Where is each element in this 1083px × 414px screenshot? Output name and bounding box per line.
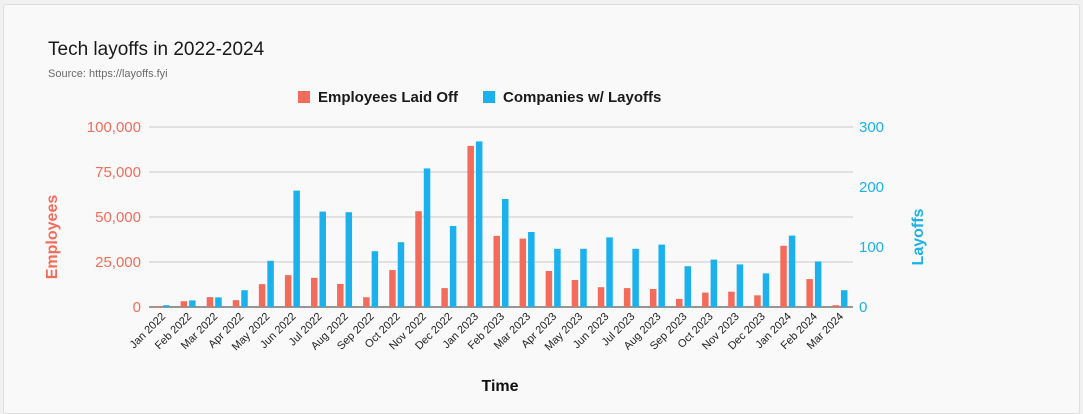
legend-label-employees: Employees Laid Off bbox=[318, 89, 459, 106]
bar-companies-with-layoffs bbox=[215, 297, 222, 307]
bars bbox=[154, 141, 848, 307]
bar-employees-laid-off bbox=[258, 284, 266, 307]
bar-companies-with-layoffs bbox=[449, 226, 457, 307]
bar-employees-laid-off bbox=[519, 238, 527, 307]
bar-companies-with-layoffs bbox=[788, 235, 796, 307]
bar-companies-with-layoffs bbox=[684, 266, 692, 307]
bar-companies-with-layoffs bbox=[293, 190, 300, 307]
bar-employees-laid-off bbox=[441, 288, 448, 307]
bar-companies-with-layoffs bbox=[423, 168, 431, 307]
bar-employees-laid-off bbox=[310, 277, 318, 307]
bar-companies-with-layoffs bbox=[345, 212, 353, 307]
bar-employees-laid-off bbox=[232, 300, 240, 307]
bar-companies-with-layoffs bbox=[762, 273, 770, 307]
bar-companies-with-layoffs bbox=[814, 261, 822, 307]
bar-employees-laid-off bbox=[545, 271, 553, 307]
x-axis-title: Time bbox=[481, 378, 518, 395]
bar-employees-laid-off bbox=[493, 235, 500, 307]
left-tick-label: 25,000 bbox=[95, 254, 141, 271]
bar-companies-with-layoffs bbox=[528, 232, 535, 307]
bar-companies-with-layoffs bbox=[632, 248, 639, 307]
right-axis-title: Layoffs bbox=[910, 208, 927, 265]
chart-subtitle: Source: https://layoffs.fyi bbox=[48, 68, 168, 80]
bar-employees-laid-off bbox=[806, 279, 813, 307]
bar-employees-laid-off bbox=[676, 298, 683, 307]
bar-companies-with-layoffs bbox=[606, 237, 613, 307]
bar-employees-laid-off bbox=[337, 283, 344, 307]
chart-card: Tech layoffs in 2022-2024 Source: https:… bbox=[3, 4, 1080, 414]
bar-companies-with-layoffs bbox=[554, 248, 561, 307]
bar-employees-laid-off bbox=[780, 245, 787, 307]
right-tick-label: 100 bbox=[859, 239, 884, 256]
bar-employees-laid-off bbox=[467, 145, 474, 307]
bar-employees-laid-off bbox=[284, 275, 292, 307]
bar-employees-laid-off bbox=[415, 211, 422, 307]
bar-companies-with-layoffs bbox=[267, 260, 274, 307]
right-tick-label: 0 bbox=[859, 299, 867, 316]
bar-companies-with-layoffs bbox=[163, 305, 170, 307]
bar-employees-laid-off bbox=[571, 280, 579, 307]
bar-companies-with-layoffs bbox=[319, 211, 326, 307]
bar-employees-laid-off bbox=[180, 301, 188, 307]
bar-employees-laid-off bbox=[649, 289, 657, 307]
right-tick-label: 300 bbox=[859, 119, 884, 136]
bar-employees-laid-off bbox=[832, 305, 839, 307]
bar-employees-laid-off bbox=[754, 295, 761, 307]
left-tick-label: 100,000 bbox=[87, 119, 141, 136]
bar-companies-with-layoffs bbox=[580, 248, 587, 307]
left-axis-title: Employees bbox=[44, 195, 61, 280]
right-axis-ticks: 0 100 200 300 bbox=[859, 119, 884, 316]
bar-companies-with-layoffs bbox=[840, 290, 848, 307]
bar-employees-laid-off bbox=[363, 297, 370, 307]
bar-companies-with-layoffs bbox=[397, 242, 405, 307]
chart-title: Tech layoffs in 2022-2024 bbox=[48, 39, 265, 60]
bar-employees-laid-off bbox=[389, 270, 396, 307]
grid-lines bbox=[149, 126, 853, 308]
bar-employees-laid-off bbox=[702, 292, 709, 307]
bar-companies-with-layoffs bbox=[475, 141, 483, 307]
bar-companies-with-layoffs bbox=[189, 300, 196, 307]
legend-label-companies: Companies w/ Layoffs bbox=[503, 89, 661, 106]
left-tick-label: 50,000 bbox=[95, 209, 141, 226]
chart-legend: Employees Laid Off Companies w/ Layoffs bbox=[298, 89, 661, 106]
legend-swatch-employees bbox=[298, 91, 310, 103]
bar-companies-with-layoffs bbox=[502, 199, 509, 307]
bar-companies-with-layoffs bbox=[658, 244, 665, 307]
bar-companies-with-layoffs bbox=[241, 290, 248, 307]
bar-employees-laid-off bbox=[206, 297, 214, 307]
legend-swatch-companies bbox=[483, 91, 495, 103]
bar-employees-laid-off bbox=[728, 291, 735, 307]
left-tick-label: 0 bbox=[133, 299, 141, 316]
bar-employees-laid-off bbox=[597, 287, 605, 307]
bar-employees-laid-off bbox=[154, 306, 162, 307]
left-axis-ticks: 0 25,000 50,000 75,000 100,000 bbox=[87, 119, 141, 316]
bar-companies-with-layoffs bbox=[371, 251, 379, 307]
right-tick-label: 200 bbox=[859, 179, 884, 196]
bar-companies-with-layoffs bbox=[710, 259, 718, 307]
bar-employees-laid-off bbox=[623, 288, 631, 307]
bar-companies-with-layoffs bbox=[736, 264, 744, 307]
left-tick-label: 75,000 bbox=[95, 164, 141, 181]
